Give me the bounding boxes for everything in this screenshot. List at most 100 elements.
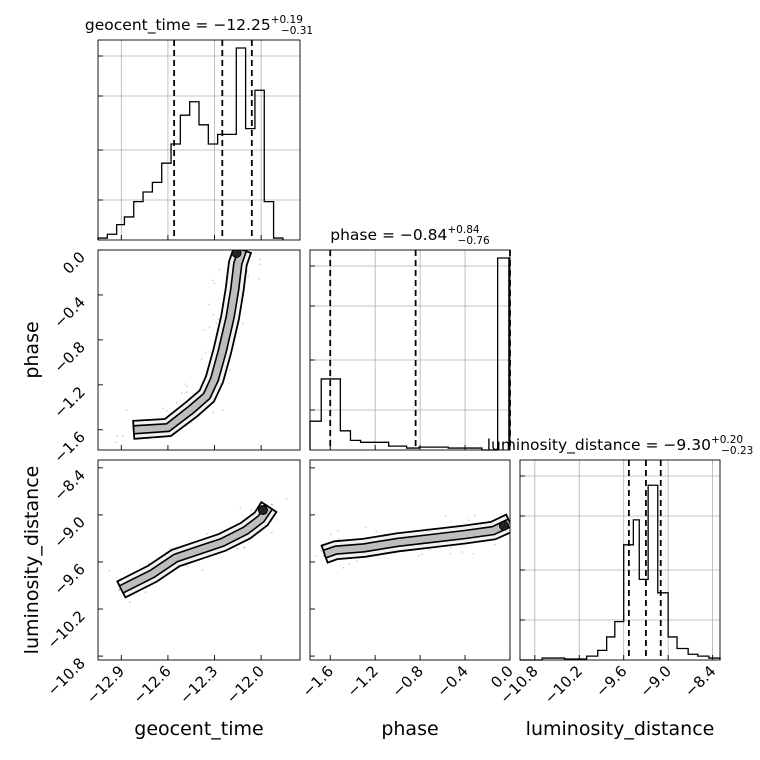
title-lower-error: −0.23 (721, 445, 753, 457)
panel-frame (309, 249, 511, 451)
panel-frame (97, 39, 301, 241)
scatter-panel-geocent_time-luminosity_distance (97, 459, 301, 661)
scatter-point (258, 277, 260, 280)
scatter-point (144, 591, 147, 594)
histogram-bar (677, 648, 688, 660)
scatter-point (184, 383, 187, 386)
scatter-point (259, 263, 262, 266)
scatter-point (242, 322, 244, 325)
scatter-point (208, 303, 210, 306)
scatter-point (186, 385, 189, 388)
histogram-bar (190, 102, 199, 240)
scatter-point (166, 410, 168, 412)
scatter-point (180, 392, 183, 395)
histogram-bar (107, 234, 116, 240)
histogram-bar (688, 654, 698, 660)
scatter-point (212, 313, 215, 316)
y-tick-label: −9.6 (50, 560, 88, 598)
histogram-title: luminosity_distance = −9.30+0.20 −0.23 (487, 434, 754, 457)
histogram-bar (199, 125, 208, 240)
scatter-point (315, 554, 318, 557)
histogram-bar (648, 485, 658, 660)
panel-content (108, 497, 288, 603)
scatter-point (239, 507, 242, 510)
scatter-point (338, 537, 341, 540)
scatter-point (118, 588, 121, 591)
scatter-point (259, 258, 261, 261)
y-axis-label: luminosity_distance (21, 466, 43, 655)
scatter-point (201, 569, 204, 572)
scatter-point (449, 552, 452, 555)
scatter-point (162, 407, 165, 410)
scatter-point (175, 401, 178, 404)
scatter-point (472, 552, 475, 555)
scatter-point (147, 562, 150, 565)
scatter-point (494, 543, 497, 546)
x-tick-label: −9.6 (592, 662, 630, 700)
density-peak (257, 505, 268, 516)
panel-frame (519, 459, 721, 661)
x-tick-label: −1.2 (344, 662, 382, 700)
scatter-point (213, 282, 216, 285)
y-tick-label: 0.0 (59, 248, 89, 278)
histogram-bar (264, 202, 273, 240)
x-tick-label: −8.4 (681, 662, 719, 700)
scatter-point (204, 351, 207, 354)
panel-frame (97, 249, 301, 451)
histogram-phase: phase = −0.84+0.84 −0.76 (309, 224, 511, 451)
contour-inner (118, 503, 274, 595)
scatter-point (375, 530, 378, 533)
scatter-point (444, 515, 447, 518)
histogram-bar (668, 637, 677, 660)
scatter-point (200, 357, 203, 360)
histogram-bar (208, 144, 217, 240)
title-text: luminosity_distance = −9.30 (487, 436, 711, 455)
histogram-outline (97, 47, 284, 240)
x-tick-label: −9.0 (636, 662, 674, 700)
histogram-bar (255, 90, 264, 240)
panel-content (315, 513, 516, 569)
histogram-bar (598, 650, 607, 660)
histogram-bar (498, 258, 509, 450)
histogram-bar (162, 163, 171, 240)
x-axis-label: luminosity_distance (526, 718, 715, 740)
title-text: phase = −0.84 (330, 226, 447, 244)
y-tick-label: −1.2 (50, 383, 88, 421)
scatter-point (229, 368, 232, 371)
scatter-point (514, 527, 516, 529)
x-tick-label: −0.4 (433, 662, 471, 700)
x-axis-label: geocent_time (134, 718, 263, 740)
histogram-bar (310, 421, 321, 450)
density-peak (231, 250, 242, 258)
histogram-title: phase = −0.84+0.84 −0.76 (330, 224, 490, 247)
x-tick-label: −12.0 (223, 662, 268, 707)
scatter-point (337, 529, 339, 532)
histogram-bar (143, 192, 152, 240)
y-tick-label: −1.6 (50, 428, 88, 466)
scatter-point (222, 409, 225, 411)
panel-content (114, 250, 262, 444)
scatter-point (429, 548, 431, 551)
scatter-point (236, 547, 239, 550)
density-peak (499, 520, 509, 531)
x-tick-label: −0.8 (388, 662, 426, 700)
y-tick-label: −0.4 (50, 293, 88, 331)
title-upper-error: +0.19 (271, 14, 303, 26)
scatter-point (185, 391, 188, 393)
scatter-point (212, 411, 214, 414)
title-upper-error: +0.84 (447, 224, 479, 236)
scatter-point (244, 546, 246, 549)
panel-frame (97, 459, 301, 661)
histogram-bar (633, 520, 639, 660)
scatter-point (342, 566, 345, 569)
histogram-outline (520, 484, 721, 661)
scatter-point (250, 509, 253, 511)
scatter-point (355, 560, 358, 562)
scatter-panel-geocent_time-phase (97, 249, 301, 451)
y-tick-label: −9.0 (50, 513, 88, 551)
scatter-point (168, 547, 171, 550)
title-text: geocent_time = −12.25 (85, 16, 271, 35)
scatter-point (364, 526, 367, 529)
scatter-point (461, 551, 464, 553)
